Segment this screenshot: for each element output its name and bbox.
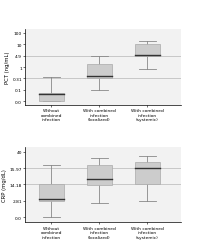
Bar xyxy=(134,44,159,56)
Bar xyxy=(134,162,159,185)
Bar xyxy=(39,185,64,201)
Y-axis label: CRP (mg/dL): CRP (mg/dL) xyxy=(2,168,7,201)
Bar xyxy=(39,93,64,102)
Bar xyxy=(87,165,111,185)
Y-axis label: PCT (ng/mL): PCT (ng/mL) xyxy=(5,52,10,84)
Bar xyxy=(87,65,111,79)
